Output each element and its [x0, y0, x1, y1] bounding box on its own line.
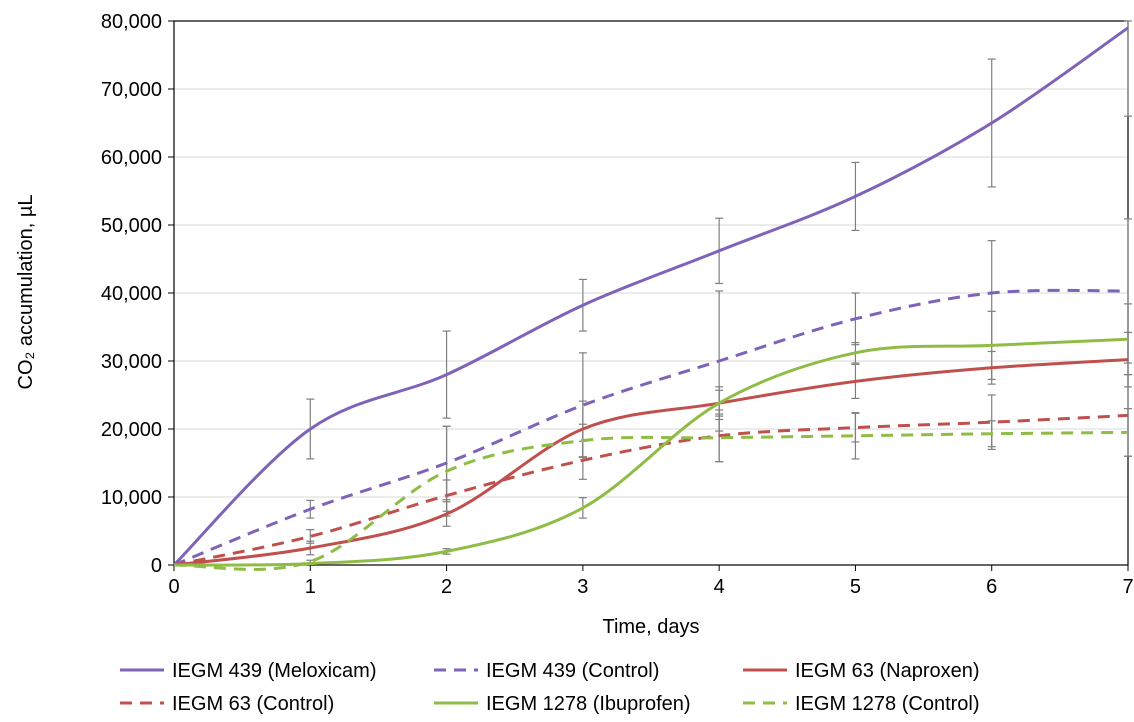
legend-entry: IEGM 63 (Naproxen)	[743, 660, 980, 682]
legend-entry: IEGM 439 (Meloxicam)	[120, 660, 377, 682]
x-tick-label: 5	[850, 576, 861, 598]
legend: IEGM 439 (Meloxicam) IEGM 439 (Control) IE…	[120, 660, 980, 715]
y-tick-label: 70,000	[101, 79, 162, 101]
x-tick-label: 3	[577, 576, 588, 598]
y-tick-label: 40,000	[101, 283, 162, 305]
y-tick-label: 0	[151, 555, 162, 577]
error-bar	[715, 413, 724, 463]
x-tick-label: 7	[1122, 576, 1133, 598]
error-bar	[306, 529, 315, 544]
x-tick-label: 4	[714, 576, 725, 598]
legend-entry: IEGM 439 (Control)	[434, 660, 659, 682]
x-tick-label: 2	[441, 576, 452, 598]
axes	[168, 20, 1129, 571]
series-line-5	[173, 430, 1129, 571]
legend-label: IEGM 63 (Naproxen)	[795, 660, 980, 682]
series-line-1	[173, 288, 1129, 567]
legend-label: IEGM 439 (Meloxicam)	[172, 660, 377, 682]
y-tick-label: 80,000	[101, 11, 162, 33]
legend-label: IEGM 1278 (Control)	[795, 693, 980, 715]
grid	[174, 20, 1128, 498]
series-line-3	[173, 413, 1129, 567]
legend-label: IEGM 439 (Control)	[486, 660, 659, 682]
legend-entry: IEGM 63 (Control)	[120, 693, 334, 715]
x-axis-title: Time, days	[602, 616, 699, 638]
tick-labels: 0 10,000 20,000 30,000 40,000 50,000 60,000 70,…	[101, 11, 1134, 598]
series-line-2	[173, 358, 1129, 567]
y-tick-label: 50,000	[101, 215, 162, 237]
legend-entry: IEGM 1278 (Control)	[743, 693, 980, 715]
error-bar	[851, 412, 860, 460]
error-bar	[1124, 20, 1132, 117]
series-lines	[172, 26, 1129, 571]
series-line-0	[172, 26, 1129, 567]
y-tick-label: 60,000	[101, 147, 162, 169]
x-tick-label: 0	[168, 576, 179, 598]
x-tick-label: 6	[986, 576, 997, 598]
x-tick-label: 1	[305, 576, 316, 598]
y-tick-label: 10,000	[101, 487, 162, 509]
legend-label: IEGM 1278 (Ibuprofen)	[486, 693, 691, 715]
y-axis-title: CO₂ accumulation, µL	[15, 195, 37, 390]
legend-label: IEGM 63 (Control)	[172, 693, 334, 715]
y-tick-label: 20,000	[101, 419, 162, 441]
y-tick-label: 30,000	[101, 351, 162, 373]
legend-entry: IEGM 1278 (Ibuprofen)	[434, 693, 691, 715]
series-line-4	[173, 337, 1129, 567]
